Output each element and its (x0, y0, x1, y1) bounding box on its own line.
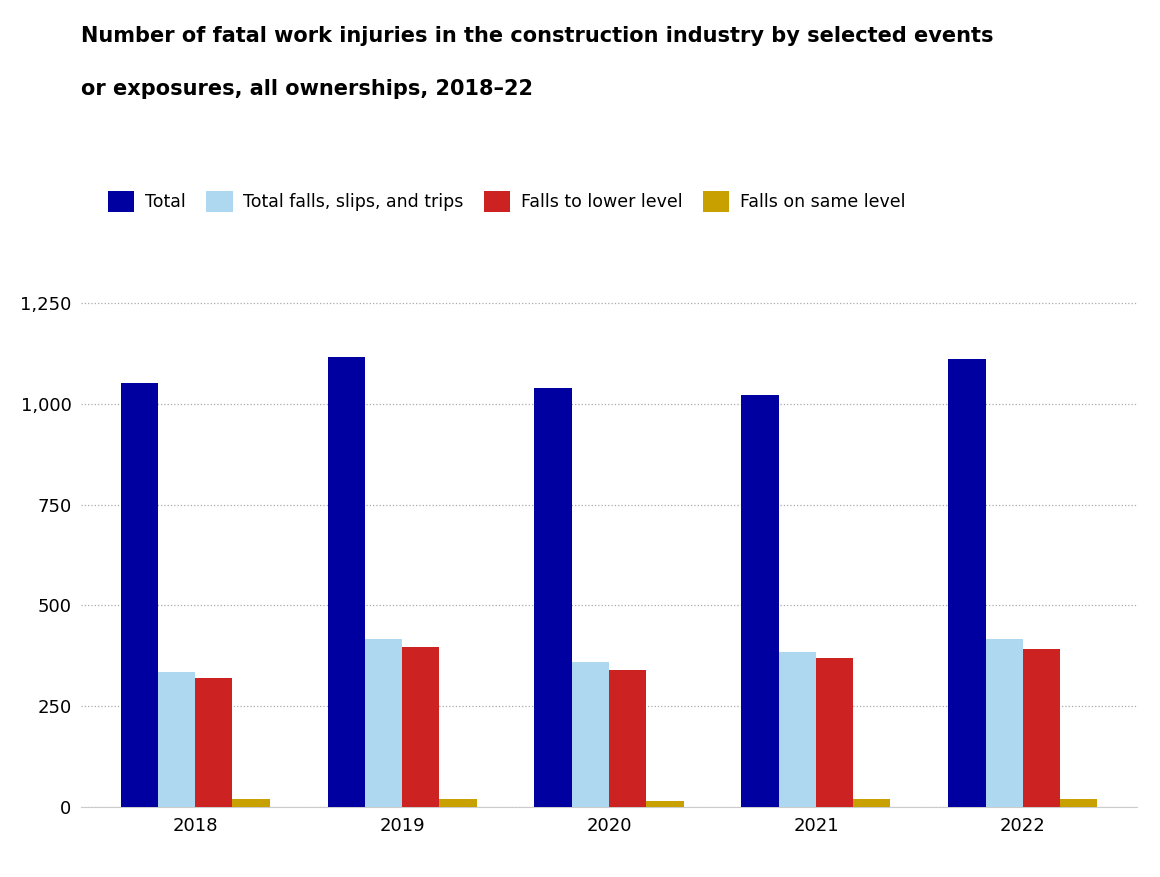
Legend: Total, Total falls, slips, and trips, Falls to lower level, Falls on same level: Total, Total falls, slips, and trips, Fa… (101, 184, 912, 219)
Text: or exposures, all ownerships, 2018–22: or exposures, all ownerships, 2018–22 (81, 79, 534, 99)
Bar (158, 672, 195, 807)
Bar (854, 799, 891, 807)
Bar (949, 359, 986, 807)
Bar (741, 395, 778, 807)
Bar (364, 639, 403, 807)
Bar (1060, 799, 1097, 807)
Bar (535, 388, 572, 807)
Bar (327, 357, 364, 807)
Bar (440, 799, 477, 807)
Bar (778, 652, 815, 807)
Bar (1023, 649, 1060, 807)
Bar (646, 801, 683, 807)
Bar (572, 662, 609, 807)
Bar (403, 647, 440, 807)
Bar (815, 658, 854, 807)
Bar (609, 670, 646, 807)
Bar (121, 382, 158, 807)
Bar (232, 799, 269, 807)
Bar (195, 678, 232, 807)
Bar (986, 639, 1023, 807)
Text: Number of fatal work injuries in the construction industry by selected events: Number of fatal work injuries in the con… (81, 26, 994, 46)
